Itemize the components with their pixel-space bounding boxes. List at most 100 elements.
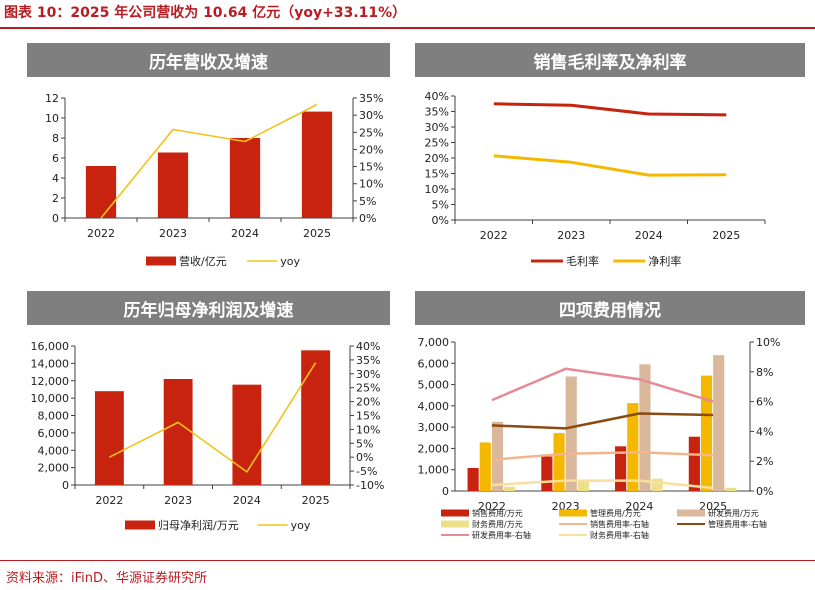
legend-label: 研发费用率-右轴 <box>472 530 531 540</box>
y2-tick-label: 15% <box>356 410 380 423</box>
bar <box>541 456 553 491</box>
legend-label: 管理费用/万元 <box>590 508 641 518</box>
y-tick-label: 2,000 <box>38 462 70 475</box>
series-line <box>100 103 318 219</box>
legend-label: 营收/亿元 <box>179 254 227 268</box>
x-tick-label: 2024 <box>625 500 653 513</box>
x-tick-label: 2024 <box>231 227 259 240</box>
bar <box>713 355 725 491</box>
y2-tick-label: 2% <box>756 455 773 468</box>
y-tick-label: 8 <box>52 132 59 145</box>
y2-tick-label: 4% <box>756 425 773 438</box>
y-tick-label: 16,000 <box>31 340 70 353</box>
legend-label: 财务费用/万元 <box>472 519 523 529</box>
y2-tick-label: 10% <box>356 423 380 436</box>
bar <box>229 138 261 218</box>
y-tick-label: 2 <box>52 192 59 205</box>
y2-tick-label: 35% <box>356 354 380 367</box>
bar <box>301 111 333 218</box>
y-tick-label: 6,000 <box>418 357 450 370</box>
x-tick-label: 2023 <box>164 494 192 507</box>
y-tick-label: 10,000 <box>31 392 70 405</box>
legend-swatch <box>559 509 587 517</box>
series-line <box>491 412 714 430</box>
bar <box>553 433 565 491</box>
y2-tick-label: 6% <box>756 396 773 409</box>
legend-swatch <box>677 509 705 517</box>
bar <box>504 486 516 491</box>
y2-tick-label: 5% <box>359 195 376 208</box>
bar <box>491 421 504 491</box>
panel-title-margins: 销售毛利率及净利率 <box>415 43 805 77</box>
bar <box>85 166 117 218</box>
y-tick-label: 0 <box>62 479 69 492</box>
legend-label: yoy <box>280 255 300 268</box>
y-tick-label: 0 <box>52 212 59 225</box>
x-tick-label: 2025 <box>699 500 727 513</box>
figure-title: 图表 10：2025 年公司营收为 10.64 亿元（yoy+33.11%） <box>4 5 407 21</box>
y-tick-label: 8,000 <box>38 410 70 423</box>
x-tick-label: 2025 <box>712 229 740 242</box>
y-tick-label: 6 <box>52 152 59 165</box>
revenue-chart: 0 2 4 6 8 10 12 0% 5% 10% 15% 20% 25% 30% 35% 2022 2023 2… <box>45 92 383 268</box>
series-line <box>493 154 727 177</box>
source-rule <box>0 560 815 561</box>
legend-label: 毛利率 <box>566 254 599 268</box>
y-tick-label: 10% <box>425 183 449 196</box>
legend-label: 销售费用率-右轴 <box>590 519 649 529</box>
legend-label: 销售费用/万元 <box>472 508 523 518</box>
y-tick-label: 35% <box>425 106 449 119</box>
y-tick-label: 1,000 <box>418 464 450 477</box>
y2-tick-label: 10% <box>756 336 780 349</box>
y-tick-label: 6,000 <box>38 427 70 440</box>
y2-tick-label: 30% <box>359 109 383 122</box>
y2-tick-label: -10% <box>356 479 384 492</box>
bar <box>688 436 700 491</box>
bar <box>651 478 663 491</box>
bar <box>627 403 639 491</box>
bar <box>94 391 124 485</box>
panel-title-revenue: 历年营收及增速 <box>27 43 390 77</box>
x-tick-label: 2022 <box>87 227 115 240</box>
series-line <box>491 479 714 490</box>
y-tick-label: 40% <box>425 90 449 103</box>
bar <box>615 446 627 491</box>
y-tick-label: 7,000 <box>418 336 450 349</box>
bar <box>157 152 189 218</box>
bar <box>639 364 651 491</box>
y2-tick-label: 0% <box>359 212 376 225</box>
legend-swatch <box>146 256 176 266</box>
legend-label: 净利率 <box>648 254 681 268</box>
legend-swatch <box>441 509 469 517</box>
y-tick-label: 5% <box>432 199 449 212</box>
x-tick-label: 2022 <box>480 229 508 242</box>
x-tick-label: 2022 <box>95 494 123 507</box>
y2-tick-label: 0% <box>356 451 373 464</box>
bar <box>725 487 737 491</box>
y2-tick-label: 25% <box>359 126 383 139</box>
panel-title-expenses: 四项费用情况 <box>415 291 805 325</box>
y2-tick-label: 40% <box>356 340 380 353</box>
y-tick-label: 4,000 <box>418 400 450 413</box>
y2-tick-label: 25% <box>356 382 380 395</box>
title-rule <box>0 27 815 29</box>
y-tick-label: 15% <box>425 168 449 181</box>
legend-swatch <box>125 520 155 530</box>
y2-tick-label: 20% <box>359 143 383 156</box>
panel-title-net-profit: 历年归母净利润及增速 <box>27 291 390 325</box>
x-tick-label: 2024 <box>233 494 261 507</box>
y-tick-label: 14,000 <box>31 357 70 370</box>
y2-tick-label: 20% <box>356 396 380 409</box>
y-tick-label: 4,000 <box>38 444 70 457</box>
y2-tick-label: 10% <box>359 178 383 191</box>
legend-label: 管理费用率-右轴 <box>708 519 767 529</box>
series-line <box>491 367 714 403</box>
y2-tick-label: 5% <box>356 437 373 450</box>
y2-tick-label: 8% <box>756 366 773 379</box>
legend-label: 归母净利润/万元 <box>158 518 239 532</box>
bar <box>479 442 491 491</box>
legend-swatch <box>441 520 469 528</box>
bar <box>467 468 479 491</box>
bar <box>700 375 713 491</box>
y-tick-label: 3,000 <box>418 421 450 434</box>
